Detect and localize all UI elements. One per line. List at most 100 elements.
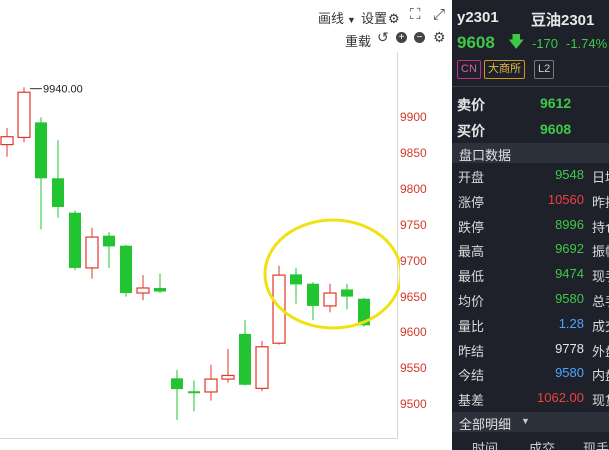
tag-exchange: 大商所 bbox=[484, 60, 525, 79]
y-tick-label: 9800 bbox=[400, 182, 427, 197]
stat-row: 今结 9580 内盘 bbox=[452, 362, 609, 386]
stat-value: 10560 bbox=[547, 191, 584, 207]
stat-value: 9580 bbox=[555, 291, 584, 306]
quote-panel: y2301 豆油2301 9608 🡇 -170 -1.74% CN 大商所 L… bbox=[452, 0, 609, 450]
stat-value: 9474 bbox=[555, 266, 584, 282]
stat-value: 8996 bbox=[555, 216, 584, 232]
chevron-down-icon[interactable]: ▼ bbox=[521, 416, 530, 426]
candle bbox=[188, 380, 200, 412]
candle-body bbox=[35, 122, 47, 179]
candle bbox=[120, 244, 132, 297]
stat-row: 最高 9692 振幅 bbox=[452, 238, 609, 262]
stat-value: 9580 bbox=[555, 365, 584, 381]
candle-body bbox=[52, 178, 64, 207]
stat-secondary-label: 振幅 bbox=[592, 244, 609, 260]
stat-value: 1062.00 bbox=[537, 390, 584, 406]
chart-toolbar: 画线 ▼ 设置⚙ ⛶ ⤢ 重载 ↺ + − ⚙ bbox=[0, 0, 452, 50]
candle-body bbox=[239, 333, 251, 385]
stat-label: 跌停 bbox=[458, 219, 485, 235]
y-tick-label: 9500 bbox=[400, 397, 427, 412]
stat-value: 9778 bbox=[555, 340, 584, 356]
candle bbox=[0, 128, 14, 157]
y-tick-label: 9700 bbox=[400, 253, 427, 268]
candle-body bbox=[136, 287, 150, 294]
candlestick-chart: 9940.00 bbox=[0, 84, 400, 420]
stat-label: 今结 bbox=[458, 368, 485, 384]
stat-label: 昨结 bbox=[458, 343, 485, 359]
stat-secondary-label: 昨持 bbox=[592, 194, 609, 210]
fullscreen-icon[interactable]: ⛶ bbox=[410, 6, 421, 23]
last-price: 9608 bbox=[457, 33, 495, 52]
candle-body bbox=[323, 292, 337, 307]
candle-body bbox=[221, 374, 235, 380]
y-tick-label: 9900 bbox=[400, 110, 427, 125]
divider bbox=[452, 86, 609, 87]
candle-body bbox=[255, 346, 269, 389]
detail-table-header: 时间 成交 现手 bbox=[452, 434, 609, 450]
stat-secondary-label: 现货 bbox=[592, 393, 609, 409]
stat-label: 涨停 bbox=[458, 194, 485, 210]
col-trade: 成交 bbox=[529, 441, 556, 450]
chart-settings-gear-icon[interactable]: ⚙ bbox=[433, 29, 446, 45]
settings-label: 设置 bbox=[361, 11, 388, 26]
zoom-in-icon[interactable]: + bbox=[396, 32, 407, 43]
stat-label: 最低 bbox=[458, 269, 485, 285]
stat-secondary-label: 现手 bbox=[592, 269, 609, 285]
undo-icon[interactable]: ↺ bbox=[377, 29, 389, 45]
candle bbox=[341, 283, 353, 310]
reload-label: 重载 bbox=[345, 34, 372, 49]
candle-body bbox=[290, 274, 302, 285]
detail-tab-bar: 全部明细 ▼ bbox=[452, 412, 609, 432]
arrow-down-icon: 🡇 bbox=[508, 34, 525, 51]
stat-row: 昨结 9778 外盘 bbox=[452, 338, 609, 362]
chart-pane[interactable]: 画线 ▼ 设置⚙ ⛶ ⤢ 重载 ↺ + − ⚙ 9940.00 9500 9550 9… bbox=[0, 0, 452, 450]
candle bbox=[69, 210, 81, 271]
candle bbox=[239, 320, 251, 386]
stat-row: 量比 1.28 成交 bbox=[452, 313, 609, 337]
candle bbox=[103, 232, 115, 268]
candle-body bbox=[272, 274, 286, 344]
candle-body bbox=[358, 298, 370, 326]
detail-tab[interactable]: 全部明细 bbox=[459, 417, 512, 432]
stat-secondary-label: 外盘 bbox=[592, 343, 609, 359]
candle bbox=[290, 267, 302, 304]
candle bbox=[307, 282, 319, 321]
settings-button[interactable]: 设置⚙ bbox=[361, 8, 400, 27]
section-title: 盘口数据 bbox=[459, 148, 512, 163]
price-change-pct: -1.74% bbox=[566, 36, 608, 51]
candle-body bbox=[103, 235, 115, 247]
col-volume: 现手 bbox=[583, 441, 609, 450]
stat-label: 基差 bbox=[458, 393, 485, 409]
candle bbox=[323, 283, 337, 313]
stat-value: 9692 bbox=[555, 241, 584, 257]
candle bbox=[35, 117, 47, 230]
symbol-code: y2301 bbox=[457, 9, 499, 26]
high-annotation-label: 9940.00 bbox=[43, 84, 83, 96]
y-tick-label: 9550 bbox=[400, 361, 427, 376]
candle bbox=[85, 227, 99, 279]
y-tick-label: 9850 bbox=[400, 146, 427, 161]
expand-icon[interactable]: ⤢ bbox=[433, 6, 446, 23]
zoom-out-icon[interactable]: − bbox=[414, 32, 425, 43]
stat-row: 开盘 9548 日增 bbox=[452, 164, 609, 188]
y-tick-label: 9650 bbox=[400, 289, 427, 304]
candle-body bbox=[120, 245, 132, 294]
candle-body bbox=[85, 236, 99, 269]
stat-secondary-label: 持仓 bbox=[592, 219, 609, 235]
draw-tool-label: 画线 bbox=[318, 11, 345, 26]
section-header: 盘口数据 bbox=[452, 143, 609, 163]
gear-icon: ⚙ bbox=[388, 11, 400, 26]
candle bbox=[136, 275, 150, 301]
stat-value: 9548 bbox=[555, 167, 584, 182]
candle-body bbox=[0, 136, 14, 146]
stat-secondary-label: 成交 bbox=[592, 318, 609, 334]
stat-label: 均价 bbox=[458, 294, 485, 309]
stat-label: 量比 bbox=[458, 318, 485, 334]
stat-label: 最高 bbox=[458, 244, 485, 260]
draw-tool-button[interactable]: 画线 ▼ bbox=[318, 8, 356, 27]
stat-secondary-label: 内盘 bbox=[592, 368, 609, 384]
contract-name: 豆油2301 bbox=[531, 12, 595, 29]
stat-row: 涨停 10560 昨持 bbox=[452, 189, 609, 213]
stat-row: 跌停 8996 持仓 bbox=[452, 214, 609, 238]
candle bbox=[255, 341, 269, 392]
